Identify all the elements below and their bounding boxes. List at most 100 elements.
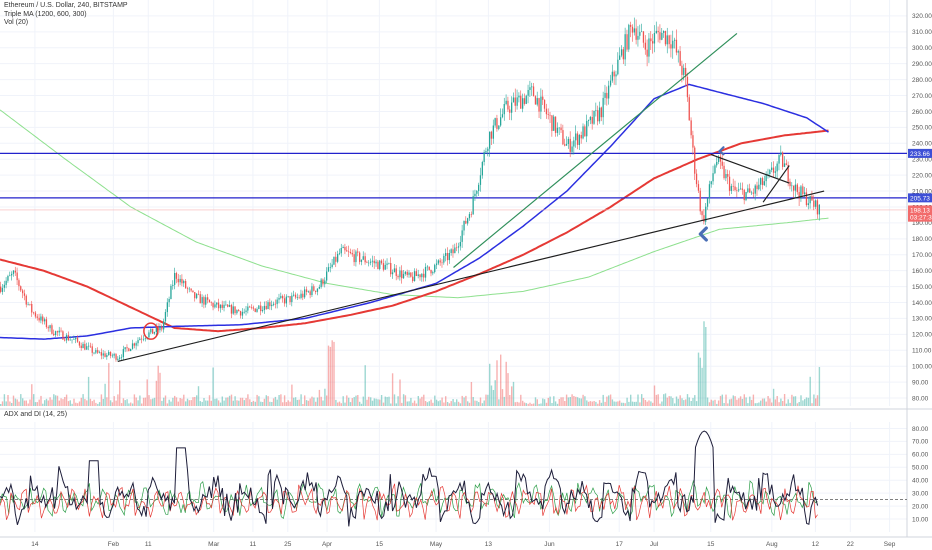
volume-bar [58, 400, 60, 406]
candle-body [390, 263, 392, 275]
volume-bar [734, 396, 736, 406]
candle-body [554, 116, 557, 133]
candle-body [450, 249, 452, 253]
volume-bar [459, 403, 462, 406]
candle-body [326, 271, 328, 281]
candle-body [809, 195, 811, 204]
volume-bar [33, 394, 35, 406]
candle-body [397, 276, 399, 278]
candle-body [415, 271, 417, 276]
price-tag-label: 205.73 [910, 195, 930, 202]
volume-bar [318, 389, 321, 406]
candle-body [351, 253, 353, 255]
candle-body [591, 117, 593, 124]
candle-body [443, 255, 445, 263]
candle-body [267, 302, 269, 309]
volume-bar [793, 396, 795, 406]
volume-bar [263, 398, 266, 406]
candle-body [307, 291, 309, 292]
volume-bar [82, 394, 84, 406]
volume-bar [269, 401, 271, 406]
volume-bar [274, 396, 277, 406]
volume-bar [159, 372, 161, 406]
candle-body [304, 289, 306, 298]
price-tick-label: 240.00 [912, 141, 932, 148]
candle-body [375, 261, 377, 264]
volume-bar [553, 396, 555, 406]
time-tick-label: 22 [847, 541, 855, 548]
candle-body [811, 195, 813, 201]
volume-bar [390, 403, 392, 406]
candle-body [380, 260, 383, 264]
volume-bar [293, 397, 295, 406]
volume-bar [608, 395, 610, 406]
candle-body [426, 266, 428, 268]
volume-bar [128, 403, 130, 406]
volume-bar [703, 321, 705, 406]
candle-body [252, 307, 254, 309]
candle-body [353, 254, 355, 263]
adx-tick-label: 20.00 [912, 503, 929, 510]
volume-bar [428, 401, 430, 406]
candle-body [750, 192, 753, 194]
price-tick-label: 190.00 [912, 220, 932, 227]
adx-line [0, 430, 819, 527]
candle-body [714, 165, 716, 174]
candle-body [14, 270, 16, 273]
volume-bar [765, 401, 767, 406]
candle-body [767, 173, 769, 175]
volume-bar [494, 380, 496, 406]
volume-bar [368, 396, 370, 406]
candle-body [395, 268, 397, 276]
volume-bar [470, 382, 473, 406]
volume-bar [507, 373, 509, 406]
candle-body [280, 296, 282, 298]
price-tag: 233.66 [908, 148, 932, 158]
time-tick-label: Jul [650, 541, 659, 548]
candle-body [622, 49, 624, 60]
volume-bar [261, 402, 264, 406]
volume-bar [543, 399, 546, 406]
price-tag: 198.13 [908, 205, 932, 215]
candle-body [511, 102, 513, 113]
legend-volume[interactable]: Vol (20) [4, 19, 29, 26]
volume-bar [798, 402, 800, 406]
chart-title[interactable]: Ethereum / U.S. Dollar, 240, BITSTAMP [4, 2, 128, 9]
price-tick-label: 260.00 [912, 109, 932, 116]
volume-bar [800, 395, 802, 406]
horizontal-levels [0, 152, 907, 211]
volume-bar [551, 403, 553, 406]
candle-body [721, 161, 723, 166]
candle-body [692, 135, 694, 148]
volume-bar [776, 396, 778, 406]
candle-body [498, 125, 500, 129]
candle-body [5, 280, 7, 285]
volume-bar [730, 398, 733, 406]
candle-body [593, 110, 595, 124]
volume-bar [186, 398, 189, 406]
candle-body [677, 51, 679, 53]
volume-bar [415, 403, 418, 406]
volume-bar [787, 399, 789, 406]
legend-triple-ma[interactable]: Triple MA (1200, 600, 300) [4, 10, 87, 18]
volume-bar [271, 402, 273, 406]
volume-bar [175, 397, 178, 406]
candle-body [582, 126, 584, 139]
candle-body [609, 80, 612, 86]
candle-body [760, 178, 762, 185]
volume-bar [644, 400, 647, 406]
volume-bar [432, 402, 434, 406]
price-tag-bg [908, 205, 932, 215]
candle-body [512, 97, 515, 103]
volume-bar [18, 401, 20, 406]
candle-body [520, 95, 522, 109]
candle-body [800, 186, 802, 199]
price-tick-label: 220.00 [912, 172, 932, 179]
candle-body [642, 31, 645, 43]
candle-body [734, 186, 736, 190]
candle-body [567, 138, 569, 144]
volume-bar [565, 394, 568, 406]
volume-bar [36, 402, 38, 406]
volume-bar [741, 398, 744, 406]
legend-adx[interactable]: ADX and DI (14, 25) [4, 411, 68, 418]
